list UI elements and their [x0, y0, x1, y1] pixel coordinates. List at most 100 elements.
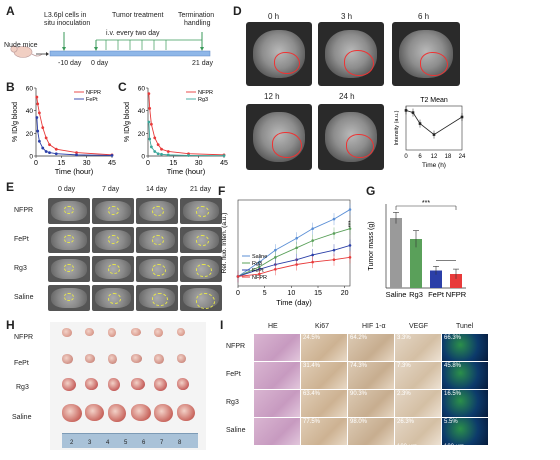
category-label: FePt: [428, 290, 445, 299]
data-point: [41, 126, 45, 130]
chart-f: 0 5 10 15 20 Time (day) Rel. fluo. Inten. (a.u…: [221, 199, 352, 307]
x-axis-label: Time (hour): [55, 167, 94, 176]
data-point: [166, 153, 170, 157]
histology-col-label: VEGF: [409, 323, 429, 330]
x-tick-label: 0: [236, 290, 240, 297]
data-point: [156, 152, 160, 156]
data-point: [153, 150, 157, 153]
legend-label: Rg3: [198, 97, 208, 103]
histology-col-label: HIF 1-α: [362, 323, 386, 330]
panel-label-c: C: [118, 80, 127, 94]
data-point: [37, 111, 41, 115]
ruler: [62, 433, 198, 448]
x-axis-label: Time (hour): [167, 167, 206, 176]
data-point: [460, 115, 464, 119]
histology-value: 5.5%: [444, 419, 458, 425]
tumor-specimen: [62, 328, 72, 337]
mri-image-6h: [392, 22, 460, 86]
ct-row-label: NFPR: [14, 207, 34, 214]
histology-image: 26.3%: [395, 418, 441, 445]
bar-fept: [430, 270, 442, 288]
series-line-nfpr: [148, 93, 225, 156]
histology-image: 98.0%: [348, 418, 394, 445]
tumor-specimen: [154, 404, 173, 422]
data-point: [110, 154, 114, 157]
ct-image: [92, 285, 134, 311]
y-tick-label: 0: [29, 154, 33, 161]
tumor-specimen: [85, 378, 98, 390]
data-point: [348, 208, 352, 211]
data-point: [332, 232, 336, 235]
significance-label: ***: [422, 200, 430, 207]
ct-image: [180, 227, 222, 253]
timeline-diagram: [10, 32, 211, 58]
histology-image: 77.5%: [301, 418, 347, 445]
histology-image: 24.5%: [301, 334, 347, 361]
tumor-specimen: [108, 404, 126, 422]
tumor-specimen: [131, 404, 151, 421]
mri-image-0h: [246, 22, 312, 86]
tumor-specimen: [108, 354, 117, 364]
data-point: [166, 150, 170, 153]
data-point: [156, 143, 160, 147]
histology-image: [254, 390, 300, 417]
y-tick-label: 20: [26, 131, 34, 138]
ct-day-label: 21 day: [190, 186, 212, 193]
histology-image: 66.3%: [442, 334, 488, 361]
ct-row-label: Rg3: [14, 265, 27, 272]
y-tick-label: 40: [26, 108, 34, 115]
data-point: [37, 139, 41, 143]
photo-row-saline: Saline: [12, 414, 32, 421]
histology-row-label: Saline: [226, 427, 246, 434]
mri-time-6: 6 h: [418, 12, 430, 21]
ct-image: [180, 285, 222, 311]
timeline-subject: Nude mice: [4, 42, 38, 49]
data-point: [222, 154, 226, 158]
legend-label: NFPR: [252, 275, 267, 281]
histology-value: 31.4%: [303, 363, 321, 369]
ct-day-label: 7 day: [102, 186, 120, 193]
histology-image: 5.5%: [442, 418, 488, 445]
histology-image: 45.8%: [442, 362, 488, 389]
tumor-specimen: [62, 378, 76, 391]
data-point: [160, 152, 163, 156]
x-axis-label: Time (h): [422, 162, 446, 169]
y-axis-label: % ID/g blood: [12, 102, 19, 142]
histology-image: 64.2%: [348, 334, 394, 361]
tumor-specimen: [108, 328, 116, 337]
bar-rg3: [410, 239, 422, 288]
ct-image: [92, 256, 134, 282]
y-axis-label: % ID/g blood: [124, 102, 131, 142]
legend-label: FePt: [86, 97, 98, 103]
ct-image: [92, 198, 134, 224]
histology-value: 16.5%: [444, 391, 462, 397]
timeline-step3: Termination: [178, 12, 215, 19]
data-point: [75, 153, 78, 157]
histology-image: 3.3%: [395, 334, 441, 361]
y-tick-label: 60: [138, 86, 146, 93]
data-point: [36, 129, 40, 133]
data-point: [295, 236, 298, 240]
photo-row-nfpr: NFPR: [14, 334, 34, 341]
ct-day-label: 14 day: [146, 186, 168, 193]
histology-row-label: Rg3: [226, 399, 239, 406]
x-axis-label: Time (day): [276, 298, 312, 307]
data-point: [153, 136, 157, 140]
scale-bar-label: 100 μm: [397, 444, 418, 450]
histology-value: 24.5%: [303, 335, 321, 341]
tumor-specimen: [154, 378, 167, 391]
x-tick-label: 6: [418, 154, 422, 160]
histology-value: 45.8%: [444, 363, 462, 369]
data-point: [44, 136, 48, 140]
legend-label: FePt: [252, 268, 264, 274]
data-point: [295, 246, 298, 250]
histology-col-label: Tunel: [456, 323, 474, 330]
timeline-t3: 21 day: [192, 60, 214, 67]
data-point: [187, 154, 190, 157]
x-tick-label: 24: [459, 154, 466, 160]
x-tick-label: 45: [108, 160, 116, 167]
ruler-number: 7: [160, 440, 164, 446]
photo-row-rg3: Rg3: [16, 384, 29, 391]
ct-row-label: Saline: [14, 294, 34, 301]
data-point: [149, 145, 153, 149]
